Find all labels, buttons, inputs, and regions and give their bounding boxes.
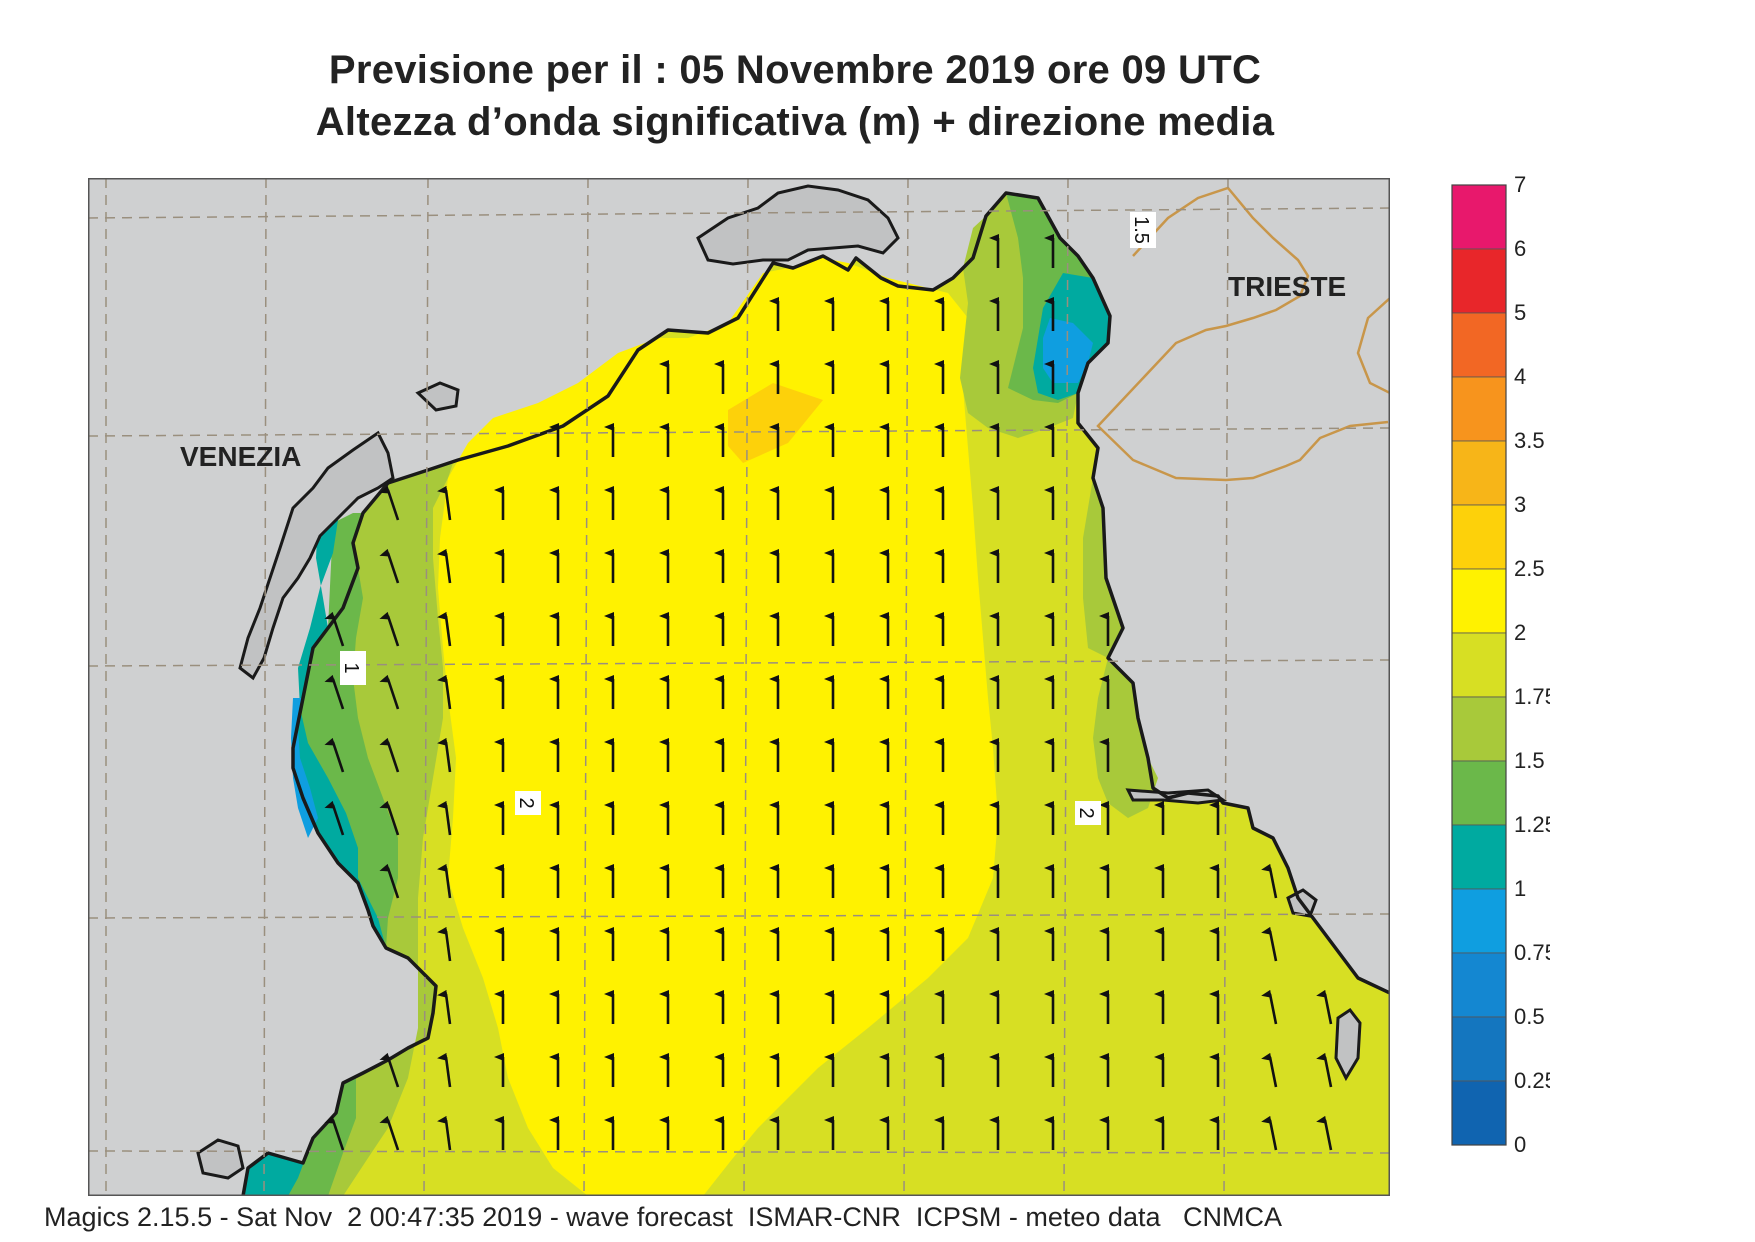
legend-swatch bbox=[1451, 824, 1507, 890]
legend-label: 0.75 bbox=[1514, 940, 1550, 965]
legend-swatch bbox=[1451, 376, 1507, 442]
legend-swatch bbox=[1451, 184, 1507, 250]
legend-label: 1.25 bbox=[1514, 812, 1550, 837]
legend-label: 2.5 bbox=[1514, 556, 1545, 581]
city-label-trieste: TRIESTE bbox=[1228, 271, 1346, 302]
wave-arrow bbox=[437, 800, 452, 836]
legend-swatch bbox=[1451, 696, 1507, 762]
title-line-1: Previsione per il : 05 Novembre 2019 ore… bbox=[328, 48, 1262, 92]
band-1.25-1.5-west bbox=[293, 513, 398, 948]
wave-arrow bbox=[1261, 1052, 1278, 1088]
legend-label: 0.25 bbox=[1514, 1068, 1550, 1093]
wave-arrow bbox=[437, 485, 452, 521]
wave-arrow bbox=[1261, 926, 1278, 962]
wave-arrow bbox=[1316, 1115, 1333, 1151]
legend-label: 4 bbox=[1514, 364, 1526, 389]
footer-credit: Magics 2.15.5 - Sat Nov 2 00:47:35 2019 … bbox=[44, 1202, 1282, 1232]
wave-arrow bbox=[437, 548, 452, 584]
band-2-2.5 bbox=[438, 258, 998, 1196]
legend-label: 0.5 bbox=[1514, 1004, 1545, 1029]
wave-arrow bbox=[379, 548, 400, 584]
lagoon-venezia bbox=[238, 430, 395, 681]
legend-label: 7 bbox=[1514, 175, 1526, 197]
color-legend: 7 6 5 4 3.5 3 2.5 2 1.75 1.5 1.25 1 0.75 0.5 0.25 0 bbox=[1451, 175, 1550, 1157]
lagoon-marano bbox=[696, 184, 900, 266]
band-1-1.25-west bbox=[293, 518, 386, 948]
wave-arrow bbox=[379, 1052, 400, 1088]
legend-swatch bbox=[1451, 312, 1507, 378]
svg-text:2: 2 bbox=[1075, 807, 1097, 818]
legend-label: 1.5 bbox=[1514, 748, 1545, 773]
legend-label: 1 bbox=[1514, 876, 1526, 901]
legend-label: 2 bbox=[1514, 620, 1526, 645]
svg-text:2: 2 bbox=[515, 797, 537, 808]
wave-arrow bbox=[437, 989, 452, 1025]
wave-arrow bbox=[437, 674, 452, 710]
island-po-delta bbox=[196, 1138, 245, 1180]
legend-label: 0 bbox=[1514, 1132, 1526, 1157]
legend-label: 3 bbox=[1514, 492, 1526, 517]
national-border bbox=[1096, 186, 1390, 482]
map-frame bbox=[88, 178, 1390, 1196]
contour-label-2-east: 2 bbox=[1075, 801, 1101, 825]
contour-label-1: 1 bbox=[340, 651, 366, 685]
wave-arrow bbox=[324, 1115, 345, 1151]
band-1-1.25-south bbox=[243, 1138, 313, 1196]
legend-swatch bbox=[1451, 568, 1507, 634]
wave-arrow bbox=[379, 863, 400, 899]
wave-arrow bbox=[1261, 989, 1278, 1025]
wave-arrow bbox=[1316, 1052, 1333, 1088]
wave-arrow bbox=[379, 485, 400, 521]
wave-arrow bbox=[379, 800, 400, 836]
wave-arrow bbox=[1261, 1115, 1278, 1151]
svg-text:1.5: 1.5 bbox=[1130, 216, 1152, 244]
legend-frame bbox=[1451, 184, 1507, 1146]
wave-arrow bbox=[437, 863, 452, 899]
svg-text:1: 1 bbox=[340, 662, 362, 673]
wave-arrow bbox=[437, 737, 452, 773]
legend-label: 5 bbox=[1514, 300, 1526, 325]
legend-swatch bbox=[1451, 248, 1507, 314]
legend-swatch bbox=[1451, 888, 1507, 954]
coastline bbox=[241, 191, 1390, 1196]
legend-swatch bbox=[1451, 760, 1507, 826]
wave-arrow bbox=[437, 926, 452, 962]
wave-height-map: 1.5 1 2 2 VENEZIA TRIESTE bbox=[88, 178, 1390, 1196]
island-kvarner-2 bbox=[1334, 1007, 1362, 1082]
wave-arrow bbox=[324, 611, 345, 647]
legend-label: 1.75 bbox=[1514, 684, 1550, 709]
island-lagoon bbox=[415, 381, 460, 412]
legend-swatch bbox=[1451, 952, 1507, 1018]
wave-direction-arrows bbox=[324, 234, 1333, 1151]
wave-arrow bbox=[324, 737, 345, 773]
wave-arrow bbox=[1261, 863, 1278, 899]
wave-arrow bbox=[1316, 989, 1333, 1025]
legend-swatch bbox=[1451, 440, 1507, 506]
wave-arrow bbox=[324, 800, 345, 836]
legend-swatch bbox=[1451, 632, 1507, 698]
wave-arrow bbox=[437, 611, 452, 647]
legend-swatch bbox=[1451, 1080, 1507, 1146]
legend-swatch bbox=[1451, 504, 1507, 570]
city-label-venezia: VENEZIA bbox=[180, 441, 301, 472]
wave-arrow bbox=[324, 674, 345, 710]
legend-swatch bbox=[1451, 1016, 1507, 1082]
title-line-2: Altezza d’onda significativa (m) + direz… bbox=[315, 100, 1275, 144]
band-1.5-1.75-gulf bbox=[1083, 478, 1123, 658]
contour-label-1-5: 1.5 bbox=[1130, 212, 1156, 248]
wave-arrow bbox=[379, 1115, 400, 1151]
wave-arrow bbox=[437, 1115, 452, 1151]
contour-label-2-west: 2 bbox=[515, 791, 541, 815]
legend-label: 3.5 bbox=[1514, 428, 1545, 453]
wave-arrow bbox=[379, 611, 400, 647]
wave-arrow bbox=[379, 737, 400, 773]
legend-label: 6 bbox=[1514, 236, 1526, 261]
wave-arrow bbox=[379, 674, 400, 710]
wave-arrow bbox=[437, 1052, 452, 1088]
map-grid bbox=[88, 178, 1390, 1196]
